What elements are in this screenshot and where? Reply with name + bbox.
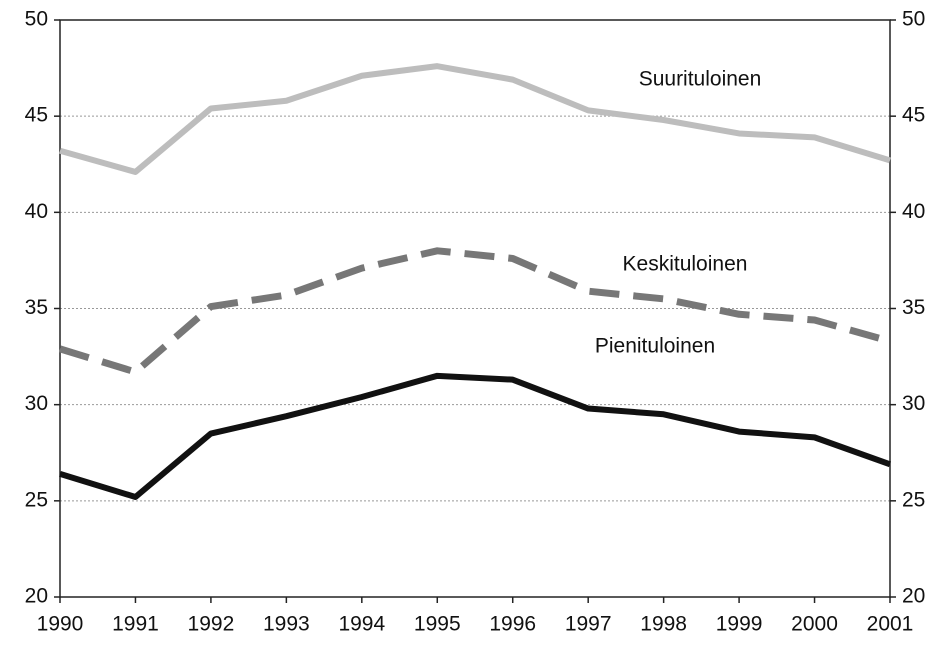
- y-tick-label: 45: [25, 104, 48, 127]
- series-label: Suurituloinen: [639, 68, 762, 91]
- x-tick-label: 2000: [791, 613, 838, 636]
- x-tick-label: 1990: [37, 613, 84, 636]
- x-tick-label: 1994: [338, 613, 385, 636]
- y2-tick-label: 20: [902, 585, 925, 608]
- x-tick-label: 1998: [640, 613, 687, 636]
- y-tick-label: 25: [25, 488, 48, 511]
- y-tick-label: 50: [25, 8, 48, 31]
- y-tick-label: 20: [25, 585, 48, 608]
- plot-frame: [59, 19, 891, 598]
- x-tick-label: 1992: [188, 613, 235, 636]
- series-label: Keskituloinen: [623, 253, 748, 276]
- y2-tick-label: 45: [902, 104, 925, 127]
- x-tick-label: 2001: [867, 613, 914, 636]
- series-line: [59, 372, 892, 500]
- y2-tick-label: 25: [902, 488, 925, 511]
- x-tick-label: 1999: [716, 613, 763, 636]
- y-tick-label: 30: [25, 392, 48, 415]
- y-tick-label: 40: [25, 200, 48, 223]
- x-tick-label: 1995: [414, 613, 461, 636]
- x-tick-label: 1993: [263, 613, 310, 636]
- y-tick-label: 35: [25, 296, 48, 319]
- y2-tick-label: 30: [902, 392, 925, 415]
- y2-tick-label: 40: [902, 200, 925, 223]
- x-tick-label: 1996: [489, 613, 536, 636]
- x-tick-label: 1991: [112, 613, 159, 636]
- series-label: Pienituloinen: [595, 335, 715, 358]
- x-tick-label: 1997: [565, 613, 612, 636]
- series-line: [59, 63, 891, 175]
- series-line: [58, 247, 891, 376]
- y2-tick-label: 35: [902, 296, 925, 319]
- y2-tick-label: 50: [902, 8, 925, 31]
